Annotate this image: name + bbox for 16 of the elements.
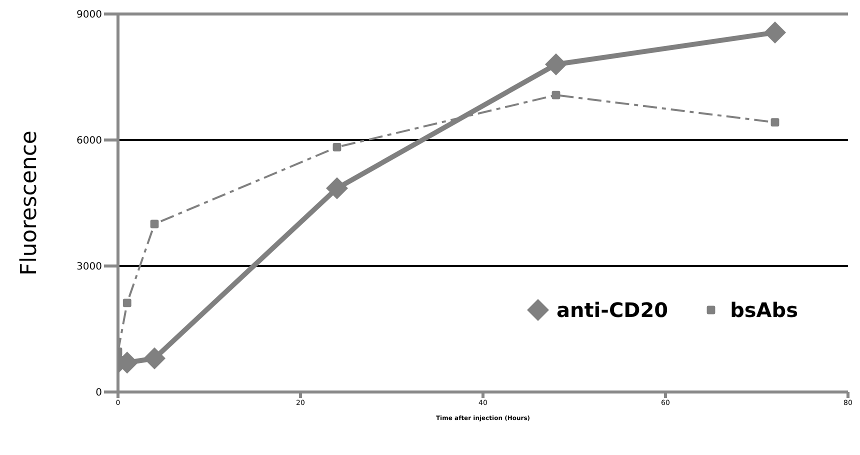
y-tick-label: 6000 [76, 136, 102, 147]
point [150, 220, 159, 228]
point [332, 142, 342, 152]
point [545, 53, 567, 76]
point [552, 90, 560, 100]
point [122, 298, 132, 308]
y-axis-title: Fluorescence [16, 130, 42, 276]
legend-label: bsAbs [730, 298, 798, 322]
y-tick-label: 0 [96, 388, 102, 399]
point [764, 21, 786, 44]
point [326, 177, 348, 200]
legend-label: anti-CD20 [556, 298, 668, 322]
y-tick-label: 9000 [76, 10, 102, 21]
point [770, 118, 780, 127]
y-tick-label: 3000 [76, 262, 102, 273]
point [144, 347, 166, 370]
